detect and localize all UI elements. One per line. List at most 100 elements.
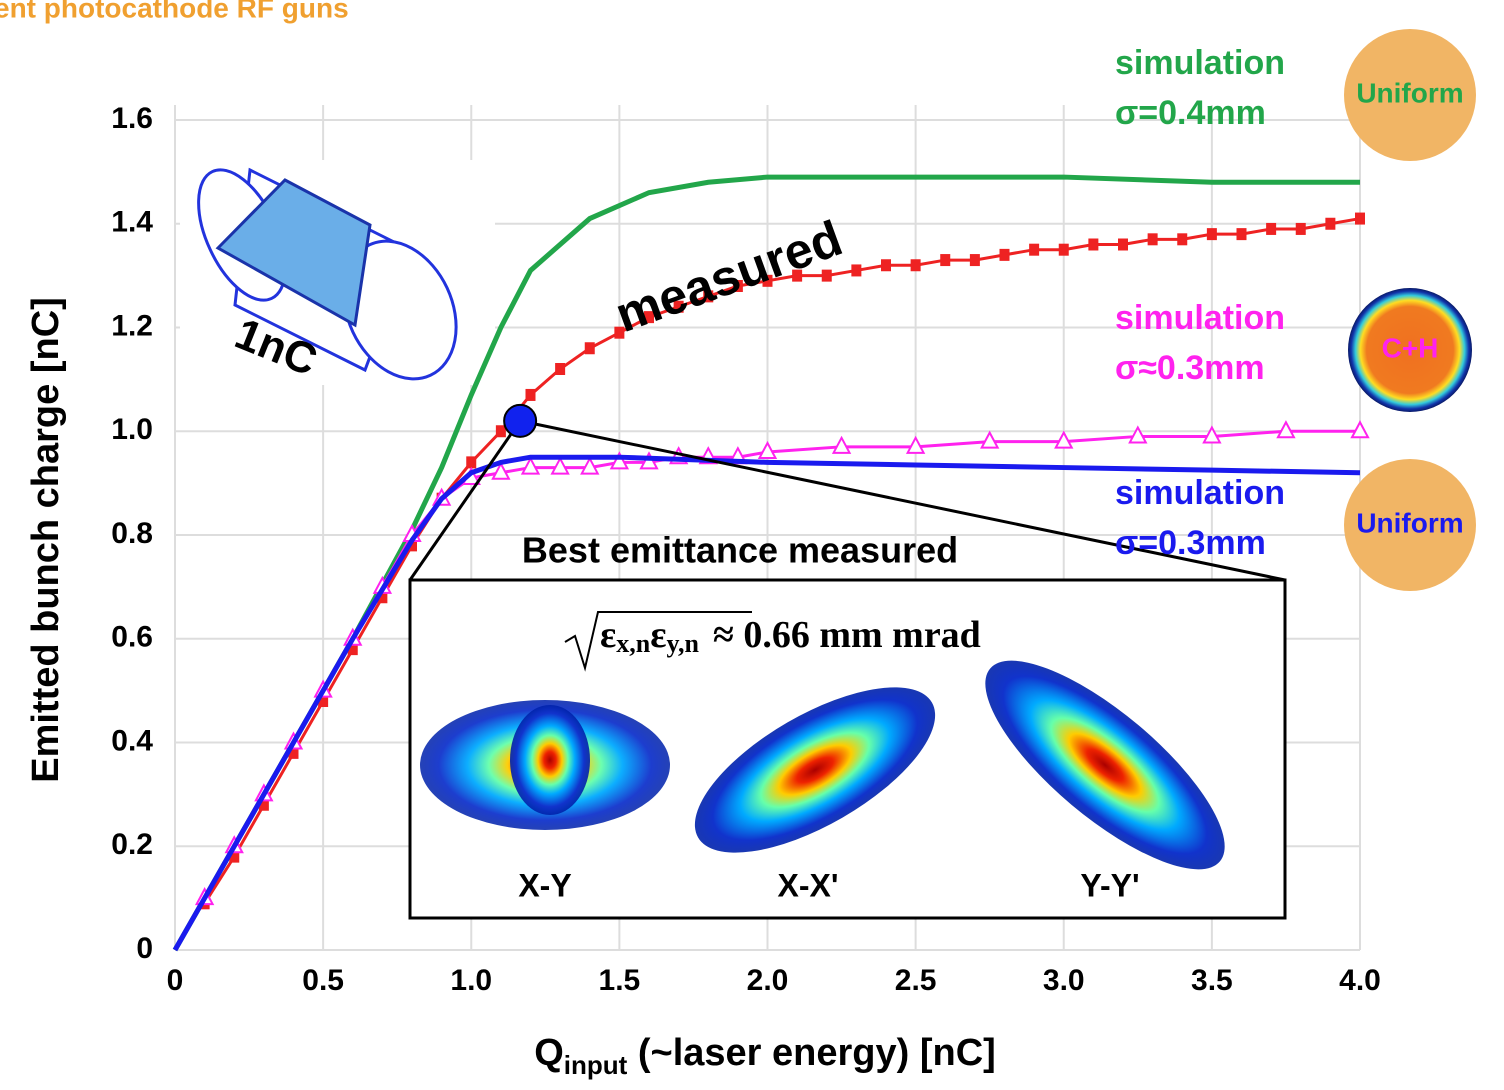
- point: [969, 254, 980, 267]
- inset-title: Best emittance measured: [522, 530, 958, 571]
- point: [258, 798, 269, 811]
- y-tick-label: 1.0: [111, 413, 153, 446]
- formula-part: x,n: [616, 629, 651, 658]
- x-tick-label: 3.5: [1191, 964, 1233, 997]
- point: [910, 259, 921, 272]
- point: [1206, 228, 1217, 241]
- x-tick-label: 1.5: [599, 964, 641, 997]
- point: [580, 456, 600, 475]
- x-tick-label: 2.5: [895, 964, 937, 997]
- point: [491, 461, 511, 480]
- plot: [172, 174, 1370, 952]
- panel-label: X-X': [778, 867, 839, 903]
- y-tick-label: 1.4: [111, 206, 153, 239]
- point: [1058, 243, 1069, 256]
- inset: Best emittance measured εx,nεy,n ≈ 0.66 m…: [408, 530, 1287, 920]
- y-tick-label: 0.6: [111, 621, 153, 654]
- point: [905, 435, 926, 454]
- panel-label: Y-Y': [1080, 867, 1139, 903]
- callout-line: [519, 419, 1286, 582]
- point: [1054, 430, 1074, 449]
- formula-part: ε: [600, 614, 616, 656]
- legend-sigma: σ=0.3mm: [1115, 524, 1266, 562]
- point: [1202, 425, 1222, 444]
- legend-sigma: σ≈0.3mm: [1115, 349, 1265, 387]
- point: [377, 591, 388, 604]
- point: [851, 264, 862, 277]
- legend-sigma: σ=0.4mm: [1115, 94, 1266, 132]
- point: [732, 280, 743, 292]
- point: [940, 254, 951, 267]
- point: [347, 643, 358, 656]
- legend-name: simulation: [1115, 474, 1285, 512]
- y-tick-label: 0: [136, 932, 153, 965]
- formula: εx,nεy,n ≈ 0.66 mm mrad: [600, 614, 981, 658]
- point: [1128, 425, 1148, 444]
- point: [821, 269, 832, 282]
- point: [1266, 222, 1277, 235]
- point: [466, 456, 477, 469]
- x-tick-label: 4.0: [1339, 964, 1381, 997]
- point: [1118, 238, 1128, 251]
- point: [757, 440, 778, 459]
- x-tick-label: 0: [167, 964, 184, 997]
- point: [550, 456, 570, 475]
- point: [644, 311, 654, 324]
- point: [288, 746, 299, 759]
- x-tick-label: 0.5: [302, 964, 344, 997]
- profile-badge: [1344, 459, 1476, 591]
- point: [525, 388, 536, 401]
- point: [1276, 420, 1296, 439]
- profile-badge: [1348, 288, 1472, 412]
- point: [831, 435, 852, 454]
- profile-label: Uniform: [1356, 77, 1463, 108]
- point: [881, 259, 891, 272]
- y-tick-label: 1.2: [111, 309, 153, 342]
- point: [1325, 217, 1336, 230]
- series-line: [172, 454, 1361, 952]
- profile-badge: [1344, 29, 1476, 161]
- formula-part: ≈ 0.66 mm mrad: [713, 614, 981, 656]
- y-tick-label: 1.6: [111, 102, 153, 135]
- point: [1177, 233, 1188, 246]
- point: [1355, 212, 1365, 225]
- point: [1147, 233, 1158, 246]
- point: [673, 300, 684, 313]
- profile-label: Uniform: [1356, 507, 1463, 538]
- point: [1236, 228, 1247, 241]
- x-tick-label: 3.0: [1043, 964, 1085, 997]
- profile-label: C+H: [1382, 332, 1439, 363]
- y-tick-label: 0.4: [111, 724, 153, 757]
- formula-part: y,n: [666, 629, 699, 658]
- point: [792, 269, 803, 282]
- legend: simulation σ=0.4mm Uniform simulation σ≈0.3m…: [1115, 29, 1476, 591]
- point: [1350, 420, 1370, 439]
- title: ent photocathode RF guns: [0, 0, 349, 23]
- point: [999, 248, 1010, 261]
- point: [584, 342, 595, 355]
- point: [555, 363, 566, 375]
- x-title-part: Q: [534, 1032, 564, 1074]
- x-tick-label: 2.0: [747, 964, 789, 997]
- cylinder-icon: [180, 160, 495, 385]
- x-title-part: (~laser energy) [nC]: [627, 1032, 996, 1074]
- point: [980, 430, 1000, 449]
- point: [609, 451, 630, 470]
- x-tick-label: 1.0: [450, 964, 492, 997]
- series-line: [203, 217, 1361, 905]
- x-axis-title: Qinput (~laser energy) [nC]: [534, 1032, 996, 1080]
- point: [520, 456, 541, 475]
- callout-line: [408, 420, 522, 581]
- point: [703, 290, 714, 303]
- point: [229, 850, 240, 863]
- point: [1088, 238, 1099, 251]
- point: [762, 274, 773, 287]
- point: [1029, 243, 1040, 256]
- legend-name: simulation: [1115, 299, 1285, 337]
- point: [318, 695, 329, 707]
- point: [639, 451, 659, 470]
- y-tick-label: 0.8: [111, 517, 153, 550]
- highlight-point: [503, 403, 538, 438]
- legend-name: simulation: [1115, 44, 1285, 82]
- y-axis-title: Emitted bunch charge [nC]: [25, 297, 67, 783]
